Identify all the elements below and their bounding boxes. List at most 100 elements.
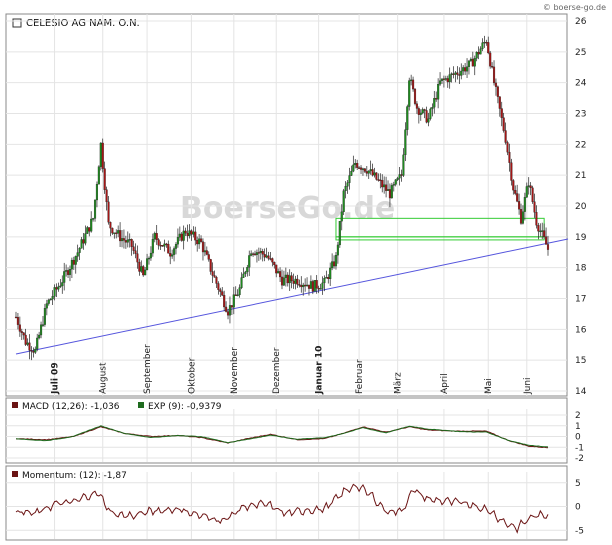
candle-body <box>425 110 428 123</box>
candle-body <box>275 264 278 274</box>
candle-body <box>203 250 206 253</box>
momentum-panel: Momentum: (12): -1,87 5 0 -5 <box>5 465 584 541</box>
candle-body <box>288 275 291 284</box>
price-y-tick-label: 22 <box>575 140 586 150</box>
candle-body <box>475 52 478 59</box>
candle-body <box>165 243 168 246</box>
candle-body <box>442 78 445 80</box>
candle-body <box>253 253 257 256</box>
candle-body <box>176 237 179 245</box>
price-y-tick-labels: 14 15 16 17 18 19 20 21 22 23 24 25 26 <box>575 17 587 397</box>
candle-body <box>402 154 405 176</box>
candle-body <box>51 296 54 300</box>
price-legend-box[interactable] <box>12 18 22 28</box>
candle-body <box>47 299 50 304</box>
candle-body <box>379 179 382 182</box>
candle-body <box>70 259 73 270</box>
momentum-y-tick-labels: 5 0 -5 <box>575 479 584 537</box>
candle-body <box>415 103 418 109</box>
indicator-y-tick-label: 5 <box>575 479 581 489</box>
candle-body <box>38 334 41 339</box>
candle-body <box>57 286 60 290</box>
candle-body <box>248 255 251 268</box>
candle-body <box>107 201 110 223</box>
candle-body <box>223 295 226 308</box>
candle-body <box>412 79 415 90</box>
candle-body <box>142 266 145 276</box>
macd-panel: MACD (12,26): -1,036 EXP (9): -0,9379 21… <box>5 397 584 464</box>
candle-body <box>257 252 260 254</box>
candle-body <box>413 88 417 104</box>
candle-body <box>358 167 361 169</box>
candle-body <box>334 255 338 267</box>
candle-body <box>429 108 432 119</box>
candle-body <box>86 227 89 234</box>
candle-body <box>157 239 160 246</box>
candle-body <box>377 179 380 181</box>
candle-body <box>74 256 77 265</box>
candle-body <box>307 284 311 289</box>
candle-body <box>313 280 316 292</box>
candle-body <box>531 187 534 202</box>
candle-body <box>178 233 181 238</box>
candle-body <box>545 236 548 245</box>
candle-body <box>300 285 303 288</box>
indicator-y-tick-label: 0 <box>575 433 581 443</box>
candle-body <box>155 233 158 240</box>
candle-body <box>394 179 397 185</box>
candle-body <box>400 174 403 176</box>
candle-body <box>462 67 465 72</box>
candle-body <box>433 98 436 108</box>
candle-body <box>487 42 490 54</box>
candle-body <box>344 186 347 192</box>
candle-body <box>327 277 330 280</box>
candle-body <box>510 162 513 181</box>
candle-body <box>88 227 91 232</box>
candle-body <box>410 79 413 82</box>
candle-body <box>221 291 224 296</box>
candle-body <box>173 248 176 255</box>
candle-body <box>130 239 133 247</box>
month-label: Juni <box>523 377 533 395</box>
candle-body <box>485 41 488 44</box>
indicator-y-tick-label: -5 <box>575 526 584 536</box>
candle-body <box>119 230 122 242</box>
candle-body <box>120 238 124 242</box>
candle-body <box>105 189 108 203</box>
candle-body <box>232 294 235 308</box>
candle-body <box>421 109 424 114</box>
candle-body <box>192 231 195 235</box>
candle-body <box>304 284 307 287</box>
month-label: Oktober <box>187 357 197 394</box>
month-label: Januar 10 <box>315 346 325 395</box>
candle-body <box>196 239 199 245</box>
candle-body <box>390 185 393 199</box>
candle-body <box>65 270 68 272</box>
candle-body <box>469 58 472 61</box>
candle-body <box>338 221 341 246</box>
candle-body <box>226 311 230 316</box>
candle-body <box>458 74 461 76</box>
price-y-tick-label: 21 <box>575 171 586 181</box>
candle-body <box>492 66 496 84</box>
candle-body <box>448 74 451 83</box>
candle-body <box>134 250 137 254</box>
candle-body <box>340 211 343 222</box>
candle-body <box>63 271 66 283</box>
candle-body <box>359 167 363 170</box>
candle-body <box>332 261 336 267</box>
candle-body <box>309 281 312 289</box>
candle-body <box>315 280 318 289</box>
candle-body <box>392 184 395 186</box>
candle-body <box>147 257 151 260</box>
candle-body <box>365 171 368 174</box>
candle-body <box>186 232 189 237</box>
candle-body <box>367 170 370 174</box>
indicator-y-tick-label: -1 <box>575 443 584 453</box>
candle-body <box>369 169 372 172</box>
candle-body <box>194 231 197 241</box>
candle-body <box>306 284 309 287</box>
candle-body <box>352 164 355 172</box>
month-label: März <box>394 372 404 394</box>
month-label: Mai <box>484 378 494 394</box>
